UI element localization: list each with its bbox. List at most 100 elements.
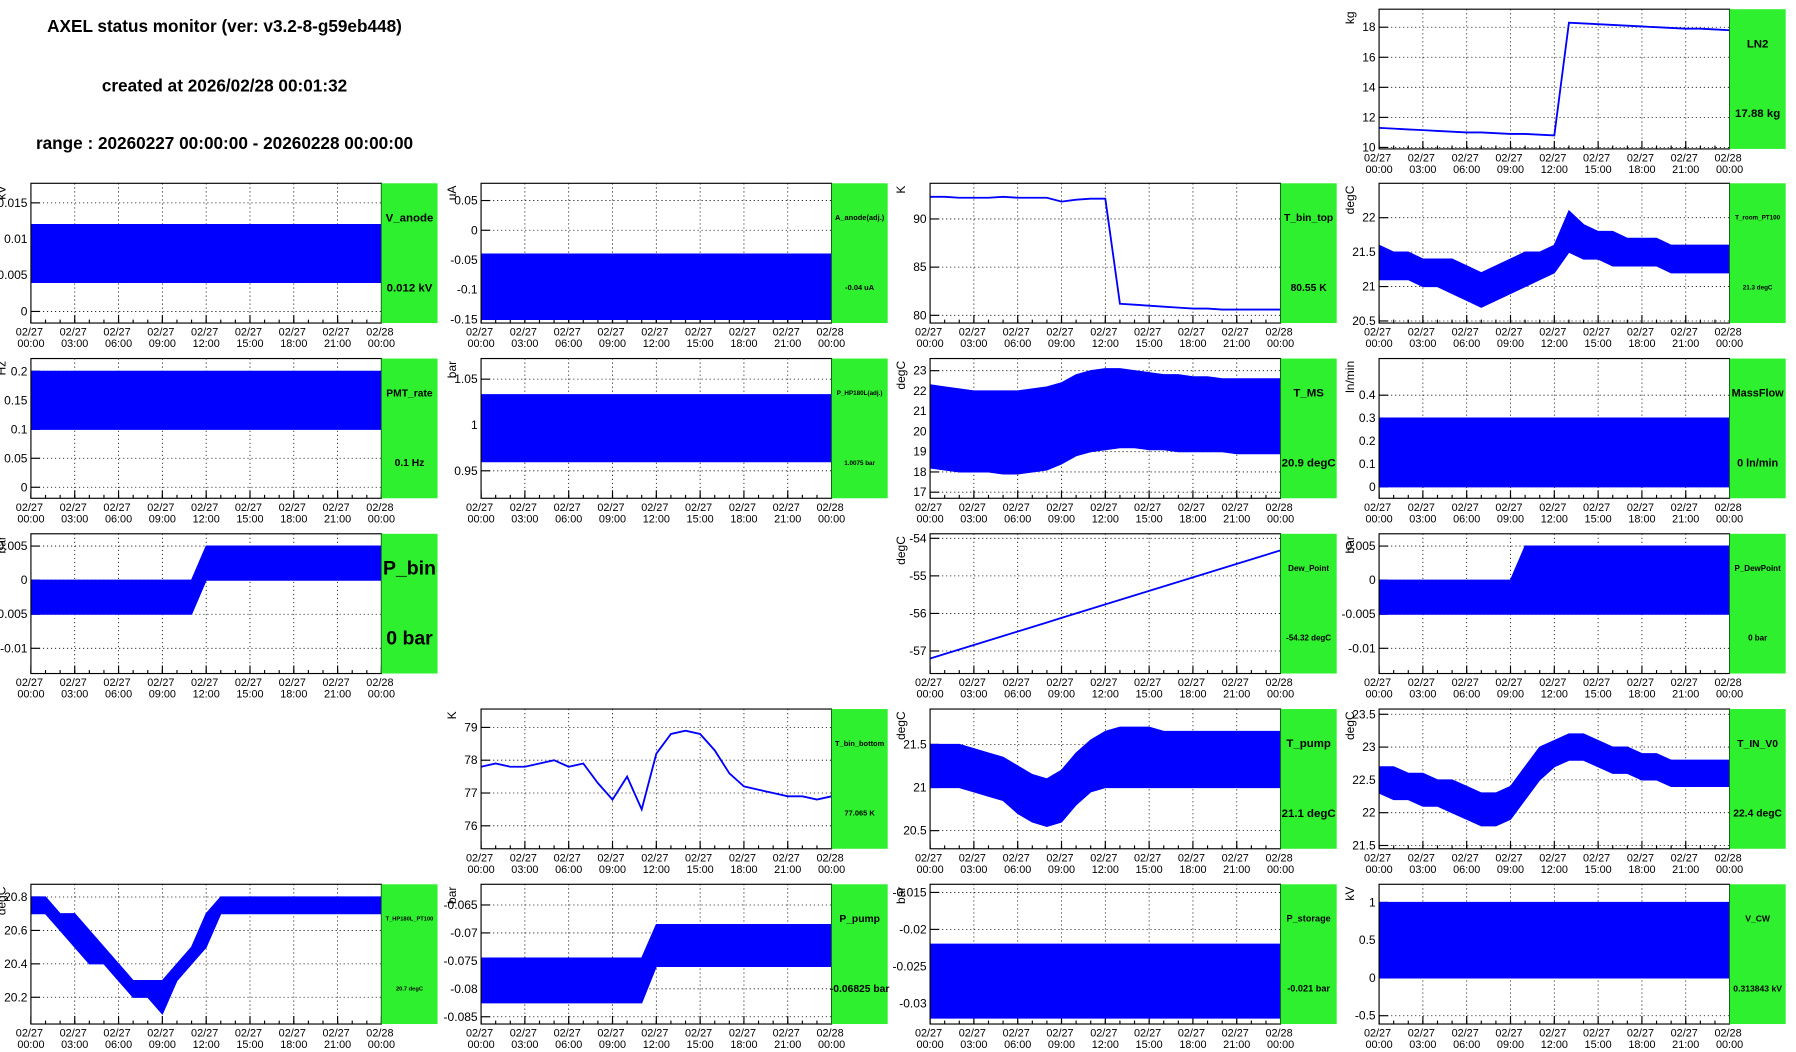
- x-tick-label: 02/27 06:00: [1003, 502, 1033, 525]
- plot-area: [30, 896, 382, 1016]
- status-box: [381, 183, 438, 324]
- y-tick-label: 21: [1362, 280, 1376, 294]
- x-tick-label: 02/27 00:00: [466, 327, 496, 350]
- x-tick-label: 02/27 06:00: [1452, 677, 1482, 700]
- y-tick-label: 0: [1369, 971, 1376, 985]
- x-tick-label: 02/27 03:00: [1408, 852, 1438, 875]
- y-axis-title: degC: [894, 711, 908, 740]
- status-box: [1280, 358, 1337, 499]
- x-tick-label: 02/27 18:00: [729, 1028, 759, 1051]
- x-tick-label: 02/27 18:00: [279, 1028, 309, 1051]
- y-axis-title: bar: [445, 361, 459, 378]
- y-tick-label: 23: [1362, 740, 1376, 754]
- x-tick-label: 02/28 00:00: [1714, 677, 1744, 700]
- y-tick-label: 85: [913, 260, 927, 274]
- x-tick-label: 02/27 03:00: [1408, 153, 1438, 176]
- x-tick-label: 02/27 15:00: [1134, 1028, 1164, 1051]
- x-tick-label: 02/27 00:00: [466, 1028, 496, 1051]
- status-value: -54.32 degC: [1286, 634, 1331, 643]
- y-axis-title: kg: [1343, 11, 1357, 24]
- x-tick-label: 02/27 06:00: [554, 502, 584, 525]
- x-tick-label: 02/27 06:00: [554, 1028, 584, 1051]
- y-tick-label: 0.1: [11, 422, 28, 436]
- x-tick-label: 02/27 18:00: [279, 677, 309, 700]
- monitor-title: AXEL status monitor (ver: v3.2-8-g59eb44…: [47, 16, 402, 36]
- panel: -0.01 -0.005 0 0.005 02/27 00:00 02/27 03:00 0…: [0, 533, 438, 701]
- series-line: [481, 729, 832, 813]
- x-tick-label: 02/27 09:00: [147, 327, 177, 350]
- x-tick-label: 02/27 12:00: [1090, 677, 1120, 700]
- x-tick-label: 02/27 12:00: [1090, 327, 1120, 350]
- status-box: [831, 358, 888, 499]
- x-tick-label: 02/27 00:00: [915, 1028, 945, 1051]
- x-tick-label: 02/27 03:00: [959, 327, 989, 350]
- y-tick-label: -0.005: [1342, 607, 1376, 621]
- panel: 10 12 14 16 18 02/27 00:00 02/27 03:00 02/27 06…: [1343, 8, 1786, 176]
- x-tick-label: 02/28 00:00: [1265, 1028, 1295, 1051]
- x-tick-label: 02/27 00:00: [16, 677, 46, 700]
- y-tick-label: 0.5: [1359, 933, 1376, 947]
- panel: -0.03 -0.025 -0.02 -0.015 02/27 00:00 02/27 0…: [893, 883, 1337, 1051]
- status-value: 21.1 degC: [1282, 808, 1336, 820]
- plot-area: [930, 368, 1281, 475]
- x-tick-label: 02/27 12:00: [1539, 153, 1569, 176]
- x-tick-label: 02/27 00:00: [16, 327, 46, 350]
- status-box: [831, 183, 888, 324]
- y-tick-label: -0.05: [450, 253, 478, 267]
- y-tick-label: 0: [21, 573, 28, 587]
- y-tick-label: 20.2: [4, 990, 28, 1004]
- y-tick-label: -0.01: [1348, 641, 1376, 655]
- x-tick-label: 02/27 00:00: [466, 502, 496, 525]
- x-tick-label: 02/27 15:00: [235, 327, 265, 350]
- x-tick-label: 02/27 18:00: [729, 327, 759, 350]
- y-tick-label: 20.5: [1352, 314, 1376, 328]
- x-tick-label: 02/27 09:00: [1495, 677, 1525, 700]
- status-name: LN2: [1747, 38, 1769, 50]
- plot-area: [1379, 209, 1730, 308]
- status-value: 0 ln/min: [1737, 457, 1778, 469]
- y-tick-label: -0.07: [450, 926, 478, 940]
- y-tick-label: 19: [913, 445, 927, 459]
- y-axis-title: bar: [894, 887, 908, 904]
- status-box: [1729, 358, 1786, 499]
- x-tick-label: 02/27 12:00: [641, 327, 671, 350]
- x-tick-label: 02/27 00:00: [16, 1028, 46, 1051]
- y-tick-label: 22: [1362, 211, 1376, 225]
- x-tick-label: 02/27 06:00: [554, 327, 584, 350]
- x-tick-label: 02/27 21:00: [1671, 153, 1701, 176]
- y-tick-label: 22: [1362, 806, 1376, 820]
- panel: -57 -56 -55 -54 02/27 00:00 02/27 03:00 02/27 …: [894, 531, 1337, 701]
- plot-area: [481, 923, 832, 1004]
- status-name: P_bin: [383, 558, 436, 580]
- y-tick-label: 16: [1362, 50, 1376, 64]
- status-box: [381, 358, 438, 499]
- x-tick-label: 02/28 00:00: [366, 327, 396, 350]
- x-tick-label: 02/27 18:00: [1627, 677, 1657, 700]
- y-tick-label: 21.5: [1352, 245, 1376, 259]
- status-value: 17.88 kg: [1735, 108, 1780, 120]
- x-tick-label: 02/27 00:00: [1364, 502, 1394, 525]
- status-name: V_CW: [1745, 914, 1771, 924]
- series-line: [930, 195, 1281, 311]
- x-tick-label: 02/27 15:00: [1134, 677, 1164, 700]
- x-tick-label: 02/27 21:00: [1222, 327, 1252, 350]
- y-tick-label: -0.005: [0, 607, 28, 621]
- x-tick-label: 02/27 18:00: [1627, 1028, 1657, 1051]
- x-tick-label: 02/27 15:00: [685, 327, 715, 350]
- status-name: T_bin_top: [1284, 213, 1333, 224]
- status-value: 80.55 K: [1291, 283, 1328, 294]
- x-tick-label: 02/28 00:00: [366, 1028, 396, 1051]
- y-tick-label: 0.005: [1346, 539, 1376, 553]
- status-box: [381, 884, 438, 1025]
- x-tick-label: 02/28 00:00: [1714, 502, 1744, 525]
- y-tick-label: 0.015: [0, 196, 28, 210]
- x-tick-label: 02/27 12:00: [1539, 327, 1569, 350]
- panel: 0.95 1 1.05 02/27 00:00 02/27 03:00 02/27 06:…: [445, 357, 888, 525]
- y-tick-label: 0: [21, 304, 28, 318]
- x-tick-label: 02/28 00:00: [816, 852, 846, 875]
- y-axis-title: ln/min: [1343, 361, 1357, 393]
- x-tick-label: 02/28 00:00: [1714, 1028, 1744, 1051]
- panel: -0.01 -0.005 0 0.005 02/27 00:00 02/27 03:00 0…: [1342, 533, 1786, 701]
- x-tick-label: 02/27 03:00: [959, 502, 989, 525]
